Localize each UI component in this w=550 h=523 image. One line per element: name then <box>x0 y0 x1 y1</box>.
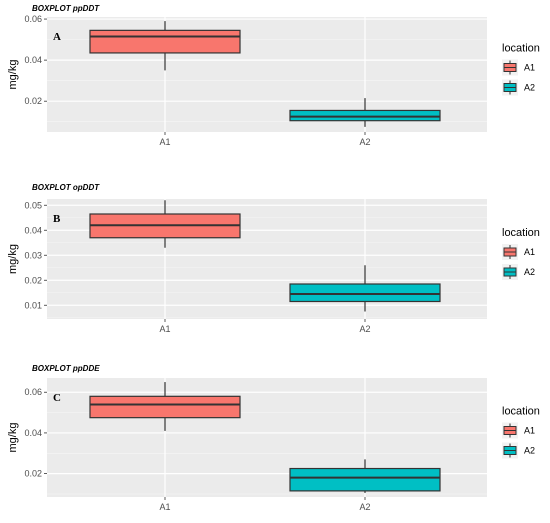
y-axis-label: mg/kg <box>7 60 19 90</box>
y-tick-label: 0.05 <box>24 200 42 210</box>
x-tick-label: A1 <box>159 324 170 334</box>
panel-a: BOXPLOT ppDDT 0.02 0.04 0.06 A1 A2 Amg/kg locat… <box>7 4 540 147</box>
y-axis-label: mg/kg <box>7 244 19 274</box>
panel-letter: A <box>53 31 61 43</box>
box-a2 <box>289 265 441 312</box>
x-tick-label: A2 <box>359 324 370 334</box>
legend-key-a2: A2 <box>502 442 535 459</box>
box-iqr <box>89 29 241 54</box>
panel-b: BOXPLOT opDDT 0.01 0.02 0.03 0.04 0.05 A1 A2 Bmg… <box>7 183 540 334</box>
panel-title: BOXPLOT ppDDT <box>32 4 100 13</box>
x-tick-label: A2 <box>359 502 370 512</box>
panel-letter: B <box>53 213 61 225</box>
panel-title: BOXPLOT ppDDE <box>32 364 100 373</box>
x-tick-label: A1 <box>159 502 170 512</box>
legend-label: A1 <box>524 63 535 73</box>
box-a1 <box>89 382 241 431</box>
y-tick-label: 0.04 <box>24 225 42 235</box>
legend-title: location <box>502 227 540 239</box>
legend-label: A2 <box>524 83 535 93</box>
y-tick-label: 0.03 <box>24 250 42 260</box>
panel-letter: C <box>53 392 61 404</box>
panel-title: BOXPLOT opDDT <box>32 183 100 192</box>
y-tick-label: 0.02 <box>24 275 42 285</box>
legend-label: A2 <box>524 267 535 277</box>
panel-c: BOXPLOT ppDDE 0.02 0.04 0.06 A1 A2 Cmg/kg locat… <box>7 364 540 512</box>
y-tick-label: 0.02 <box>24 469 42 479</box>
box-a1 <box>89 200 241 248</box>
box-a2 <box>289 98 441 127</box>
x-tick-label: A2 <box>359 137 370 147</box>
legend-key-a1: A1 <box>502 244 535 260</box>
legend-key-a2: A2 <box>502 264 535 280</box>
legend-key-a1: A1 <box>502 59 535 76</box>
legend-key-a1: A1 <box>502 422 535 439</box>
box-iqr <box>289 283 441 303</box>
y-tick-label: 0.04 <box>24 428 42 438</box>
legend-label: A1 <box>524 426 535 436</box>
y-tick-label: 0.01 <box>24 300 42 310</box>
legend: location A1 A2 <box>502 227 540 280</box>
box-a1 <box>89 21 241 71</box>
y-tick-label: 0.06 <box>24 14 42 24</box>
x-tick-label: A1 <box>159 137 170 147</box>
legend-title: location <box>502 43 540 55</box>
y-tick-label: 0.04 <box>24 55 42 65</box>
legend-label: A2 <box>524 446 535 456</box>
y-axis-label: mg/kg <box>7 423 19 453</box>
legend: location A1 A2 <box>502 406 540 459</box>
legend: location A1 A2 <box>502 43 540 96</box>
y-tick-label: 0.06 <box>24 387 42 397</box>
box-iqr <box>89 395 241 419</box>
legend-key-a2: A2 <box>502 79 535 96</box>
box-iqr <box>289 467 441 492</box>
legend-label: A1 <box>524 247 535 257</box>
legend-title: location <box>502 406 540 418</box>
y-tick-label: 0.02 <box>24 96 42 106</box>
box-iqr <box>289 109 441 122</box>
box-a2 <box>289 459 441 493</box>
